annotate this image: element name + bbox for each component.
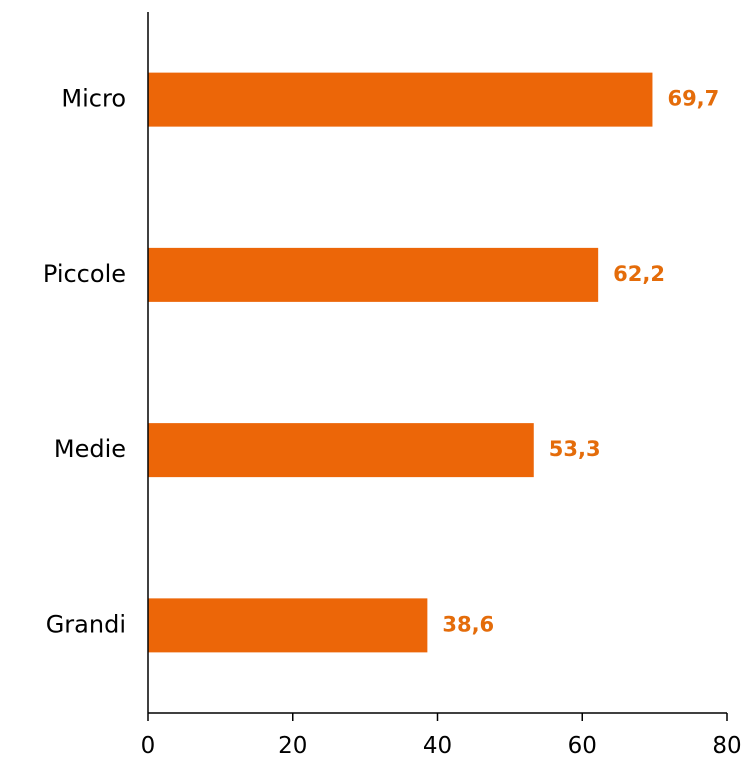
- bar-medie: [148, 423, 534, 478]
- bar-piccole: [148, 247, 599, 302]
- category-label-medie: Medie: [54, 435, 126, 463]
- x-axis-ticks: 0 20 40 60 80: [141, 713, 742, 759]
- data-label-grandi: 38,6: [442, 612, 494, 636]
- x-tick-label-0: 0: [141, 733, 156, 759]
- x-tick-label-80: 80: [712, 733, 741, 759]
- category-labels: Micro Piccole Medie Grandi: [43, 85, 126, 639]
- x-tick-label-20: 20: [278, 733, 307, 759]
- category-label-micro: Micro: [61, 85, 126, 113]
- data-labels: 69,7 62,2 53,3 38,6: [442, 87, 719, 637]
- data-label-medie: 53,3: [549, 437, 601, 461]
- x-tick-label-40: 40: [423, 733, 452, 759]
- data-label-piccole: 62,2: [613, 262, 665, 286]
- data-label-micro: 69,7: [667, 87, 719, 111]
- x-tick-label-60: 60: [568, 733, 597, 759]
- category-label-piccole: Piccole: [43, 260, 126, 288]
- category-label-grandi: Grandi: [46, 610, 126, 638]
- bars-group: [148, 72, 653, 653]
- bar-grandi: [148, 598, 428, 653]
- bar-micro: [148, 72, 653, 127]
